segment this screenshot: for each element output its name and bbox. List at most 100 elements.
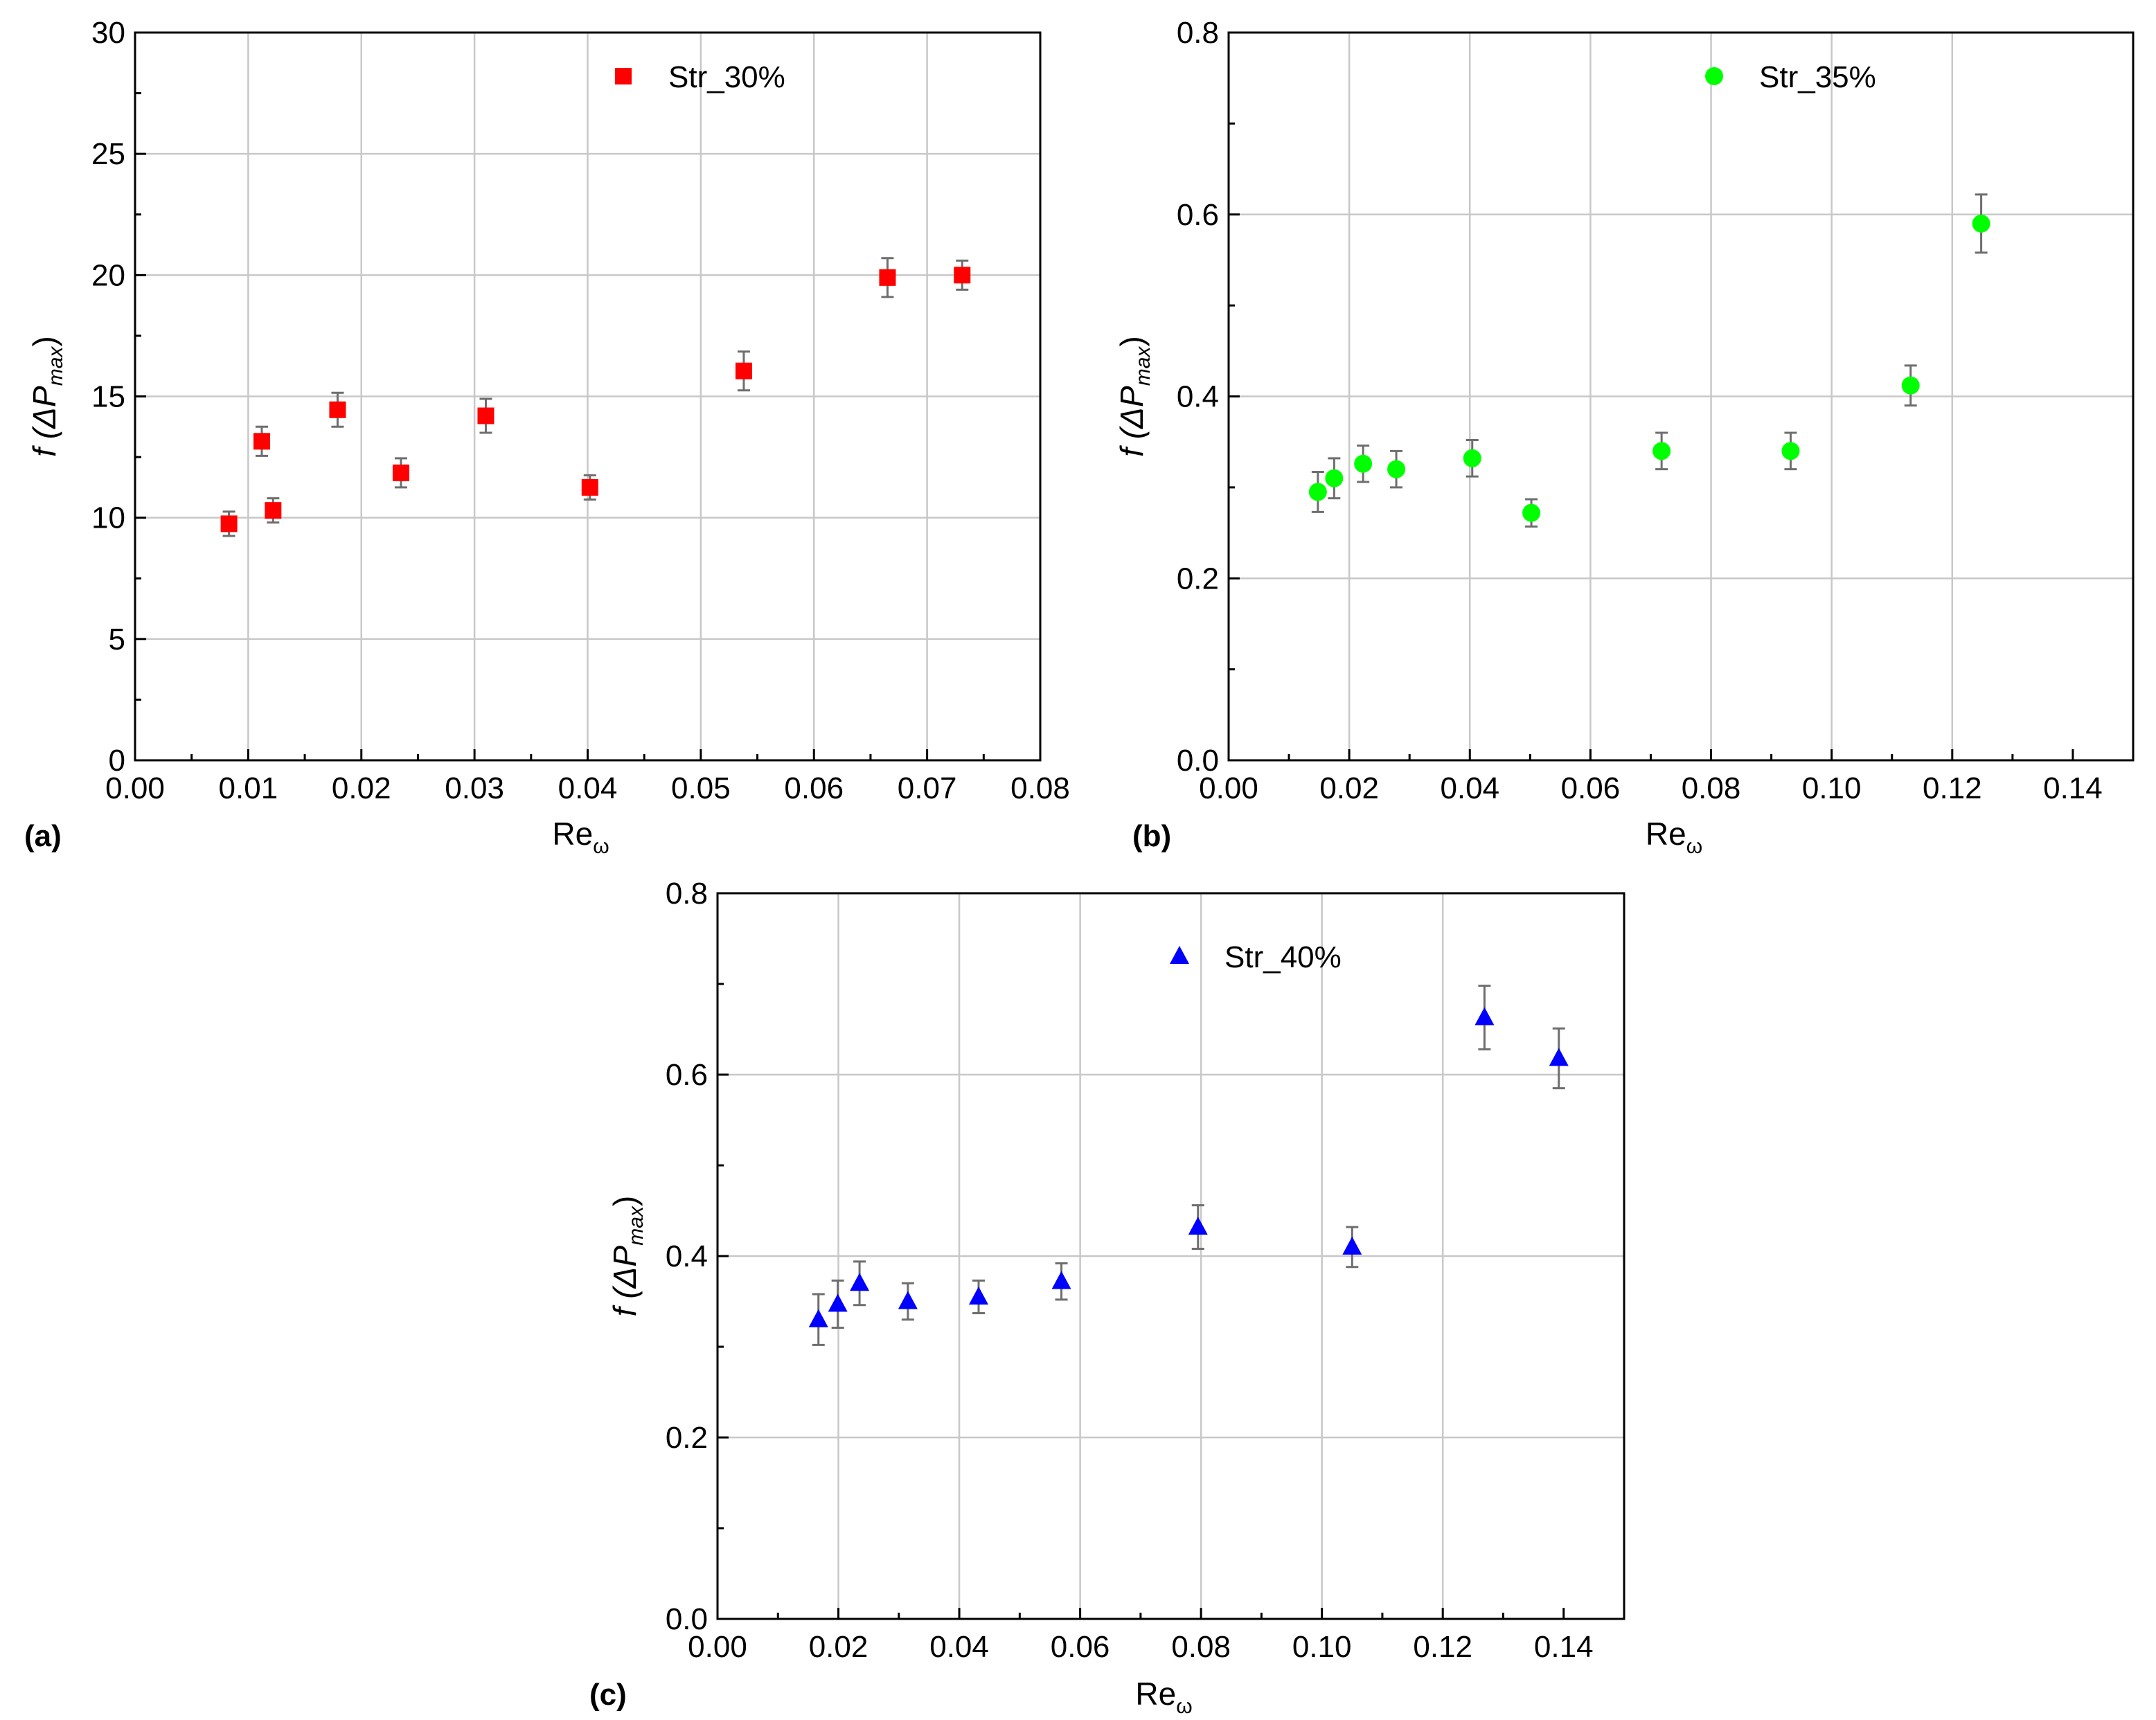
y-tick-label: 0.6 <box>1177 198 1219 232</box>
data-point <box>581 478 598 496</box>
x-tick-label: 0.02 <box>1319 771 1379 805</box>
data-point <box>392 464 409 481</box>
y-axis-title: f (ΔPmax) <box>607 1196 648 1316</box>
x-axis-title: Reω <box>1135 1676 1192 1718</box>
x-tick-label: 0.06 <box>784 771 844 805</box>
x-tick-label: 0.00 <box>1199 771 1258 805</box>
x-tick-label: 0.04 <box>1440 771 1499 805</box>
data-point <box>1549 1048 1569 1066</box>
x-tick-label: 0.02 <box>332 771 391 805</box>
legend-label: Str_30% <box>668 60 785 94</box>
x-axis-title: Reω <box>1646 816 1702 858</box>
x-tick-label: 0.08 <box>1171 1630 1231 1664</box>
y-tick-label: 15 <box>91 380 125 414</box>
legend: Str_30% <box>615 60 785 94</box>
data-point <box>1652 442 1671 460</box>
y-axis-title: f (ΔPmax) <box>26 336 67 456</box>
y-tick-label: 25 <box>91 137 125 171</box>
chart-panel-1: 0.00 0.01 0.02 0.03 0.04 0.05 0.06 0.07 0.08 0 5 10… <box>24 16 1070 858</box>
data-point <box>954 267 971 284</box>
x-tick-label: 0.03 <box>445 771 504 805</box>
panel-label: (a) <box>24 819 62 853</box>
x-tick-label: 0.10 <box>1802 771 1862 805</box>
x-axis-title: Reω <box>552 816 609 858</box>
data-point <box>850 1273 870 1291</box>
legend: Str_35% <box>1705 60 1876 94</box>
legend-label: Str_40% <box>1224 940 1342 974</box>
data-point <box>1188 1217 1208 1235</box>
data-point <box>220 515 238 532</box>
y-axis-title: f (ΔPmax) <box>1114 336 1155 456</box>
y-tick-label: 0.8 <box>1177 16 1219 50</box>
data-point <box>1051 1271 1071 1289</box>
data-point <box>735 362 752 379</box>
data-point <box>1475 1007 1495 1025</box>
grid-lines <box>135 33 1040 760</box>
x-tick-label: 0.06 <box>1561 771 1621 805</box>
data-point <box>898 1291 918 1309</box>
legend-marker <box>615 68 632 84</box>
data-point <box>329 401 346 418</box>
x-tick-label: 0.10 <box>1292 1630 1352 1664</box>
data-point <box>1781 442 1800 460</box>
series-1 <box>1308 193 1990 528</box>
axis-ticks <box>134 31 1042 762</box>
legend-marker <box>1170 946 1189 964</box>
y-tick-label: 0.2 <box>666 1421 708 1455</box>
data-point <box>1325 469 1344 487</box>
data-point <box>828 1293 848 1312</box>
legend-label: Str_35% <box>1759 60 1876 94</box>
y-tick-label: 0.6 <box>666 1058 708 1092</box>
y-tick-label: 0.0 <box>666 1602 708 1636</box>
x-tick-label: 0.14 <box>1534 1630 1594 1664</box>
series-1 <box>808 985 1569 1346</box>
x-tick-label: 0.00 <box>688 1630 747 1664</box>
x-tick-label: 0.02 <box>809 1630 868 1664</box>
data-point <box>1463 449 1481 467</box>
y-tick-label: 30 <box>91 16 125 50</box>
x-tick-label: 0.07 <box>898 771 957 805</box>
data-point <box>808 1309 828 1327</box>
y-tick-label: 0.4 <box>666 1239 708 1273</box>
axis-ticks <box>716 892 1565 1620</box>
axis-ticks <box>1227 31 2074 762</box>
data-point <box>1522 503 1541 522</box>
data-point <box>968 1286 988 1305</box>
data-point <box>253 433 270 450</box>
chart-panel-2: 0.00 0.02 0.04 0.06 0.08 0.10 0.12 0.14 0.0 0.2 0.… <box>1114 16 2135 858</box>
chart-panel-3: 0.00 0.02 0.04 0.06 0.08 0.10 0.12 0.14 0.0 0.2 0.… <box>589 877 1625 1718</box>
data-point <box>477 407 495 424</box>
y-tick-label: 0.8 <box>666 877 708 911</box>
x-tick-label: 0.08 <box>1010 771 1070 805</box>
y-tick-label: 0.2 <box>1177 562 1219 595</box>
data-point <box>1342 1236 1362 1255</box>
data-point <box>1387 460 1406 478</box>
y-tick-label: 10 <box>91 501 125 535</box>
x-tick-label: 0.01 <box>219 771 278 805</box>
y-tick-label: 5 <box>109 622 125 656</box>
legend-marker <box>1705 67 1723 85</box>
data-point <box>1901 376 1920 395</box>
x-tick-label: 0.14 <box>2043 771 2103 805</box>
y-tick-label: 0 <box>109 744 125 778</box>
x-tick-label: 0.08 <box>1682 771 1741 805</box>
x-tick-label: 0.04 <box>558 771 618 805</box>
panel-label: (b) <box>1132 819 1171 853</box>
x-tick-label: 0.00 <box>105 771 165 805</box>
grid-lines <box>1229 33 2133 760</box>
x-tick-label: 0.05 <box>671 771 731 805</box>
y-tick-label: 20 <box>91 258 125 292</box>
y-tick-label: 0.4 <box>1177 380 1219 414</box>
panel-label: (c) <box>589 1678 627 1712</box>
x-tick-label: 0.04 <box>929 1630 989 1664</box>
legend: Str_40% <box>1170 940 1342 974</box>
series-1 <box>220 257 971 537</box>
x-tick-label: 0.06 <box>1051 1630 1110 1664</box>
x-tick-label: 0.12 <box>1413 1630 1472 1664</box>
data-point <box>1972 214 1990 233</box>
data-point <box>265 502 282 519</box>
grid-lines <box>718 893 1624 1619</box>
data-point <box>1354 454 1373 473</box>
y-tick-label: 0.0 <box>1177 744 1219 778</box>
